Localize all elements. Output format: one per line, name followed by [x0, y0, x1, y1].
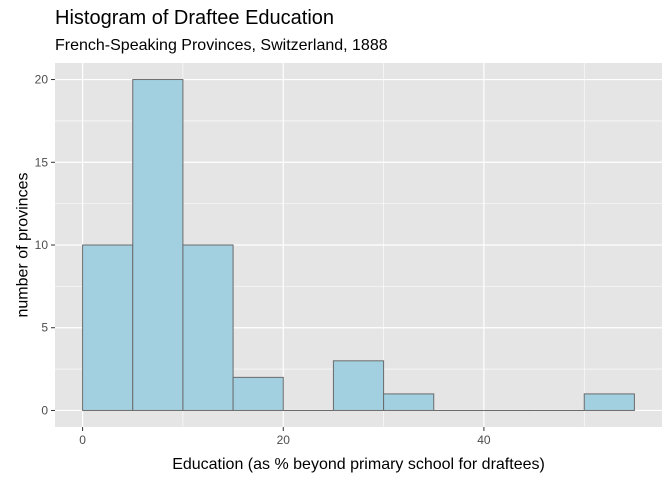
y-axis-title: number of provinces — [15, 173, 32, 318]
y-axis: 0 5 10 15 20 — [35, 73, 55, 417]
y-tick-label: 15 — [35, 155, 49, 169]
histogram-bar — [332, 360, 385, 411]
y-tick-label: 10 — [35, 238, 49, 252]
histogram-bar — [583, 393, 635, 411]
chart-title: Histogram of Draftee Education — [55, 7, 335, 29]
x-tick-label: 0 — [79, 433, 86, 447]
histogram-bar — [232, 376, 284, 411]
chart-subtitle: French-Speaking Provinces, Switzerland, … — [55, 37, 388, 54]
y-tick-label: 5 — [41, 321, 48, 335]
histogram-bar — [383, 393, 435, 411]
histogram-bar — [132, 79, 184, 411]
x-tick-label: 40 — [477, 433, 491, 447]
x-axis-title: Education (as % beyond primary school fo… — [172, 456, 545, 473]
x-tick-label: 20 — [277, 433, 291, 447]
histogram-bar — [82, 244, 134, 411]
histogram-bars — [82, 79, 635, 411]
y-tick-label: 0 — [41, 403, 48, 417]
histogram-bar — [182, 244, 234, 411]
x-axis: 0 20 40 — [79, 427, 491, 447]
y-tick-label: 20 — [35, 73, 49, 87]
